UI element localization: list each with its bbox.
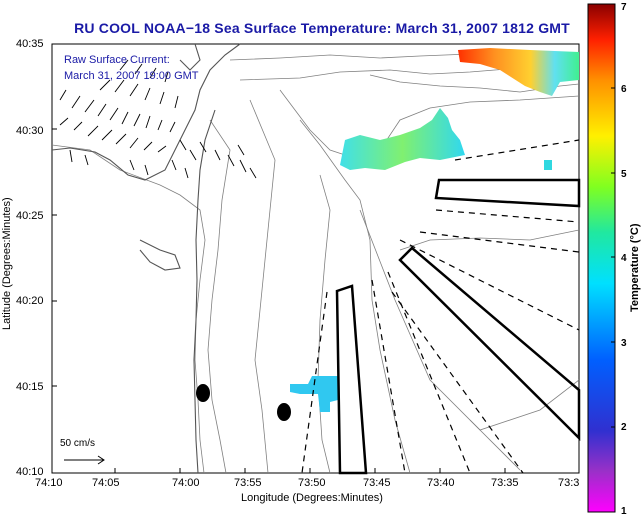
transect-outlines — [335, 178, 581, 475]
current-vectors — [59, 59, 257, 179]
colorbar-tick-label: 2 — [621, 422, 627, 433]
colorbar-tick-label: 5 — [621, 169, 627, 180]
colorbar-ticks — [611, 87, 615, 428]
colorbar-tick-label: 7 — [621, 2, 627, 13]
x-tick-label: 73:50 — [298, 477, 326, 489]
x-tick-label: 74:00 — [172, 477, 200, 489]
sst-patch-north — [340, 108, 465, 170]
x-tick-label: 73:35 — [491, 477, 519, 489]
plot-frame — [51, 43, 580, 474]
x-tick-label: 74:05 — [92, 477, 120, 489]
transect-dashed-lines — [301, 139, 580, 474]
axis-ticks — [52, 128, 506, 473]
x-tick-label: 74:10 — [35, 477, 63, 489]
vector-scale-label: 50 cm/s — [60, 438, 96, 449]
coastline — [51, 43, 241, 474]
sst-patch-small — [544, 160, 552, 170]
radar-site-marker — [277, 403, 291, 421]
annotation-line-1: Raw Surface Current: — [64, 54, 170, 66]
colorbar-title: Temperature (°C) — [629, 223, 641, 312]
bathymetry-contours — [51, 53, 580, 474]
annotation-line-2: March 31, 2007 19:00 GMT — [64, 70, 199, 82]
x-tick-label: 73:55 — [234, 477, 262, 489]
colorbar-tick-label: 1 — [621, 506, 627, 517]
y-tick-label: 40:30 — [16, 125, 44, 137]
sst-patch-south — [290, 376, 338, 412]
colorbar-tick-label: 6 — [621, 84, 627, 95]
colorbar-tick-label: 3 — [621, 338, 627, 349]
x-axis-label: Longitude (Degrees:Minutes) — [241, 492, 383, 504]
vector-scale-arrow — [64, 455, 105, 465]
y-tick-label: 40:10 — [16, 466, 44, 478]
y-tick-label: 40:15 — [16, 381, 44, 393]
y-axis-label: Latitude (Degrees:Minutes) — [1, 197, 13, 330]
x-tick-label: 73:40 — [427, 477, 455, 489]
x-tick-label: 73:3 — [558, 477, 580, 489]
y-tick-label: 40:25 — [16, 210, 44, 222]
x-tick-label: 73:45 — [363, 477, 391, 489]
colorbar-tick-label: 4 — [621, 253, 627, 264]
y-tick-label: 40:20 — [16, 295, 44, 307]
current-annotation: Raw Surface Current: March 31, 2007 19:0… — [64, 52, 199, 84]
colorbar — [587, 3, 616, 513]
y-tick-label: 40:35 — [16, 38, 44, 50]
radar-site-marker — [196, 384, 210, 402]
sst-patch-northeast — [458, 48, 579, 96]
map-title: RU COOL NOAA−18 Sea Surface Temperature:… — [74, 20, 570, 36]
